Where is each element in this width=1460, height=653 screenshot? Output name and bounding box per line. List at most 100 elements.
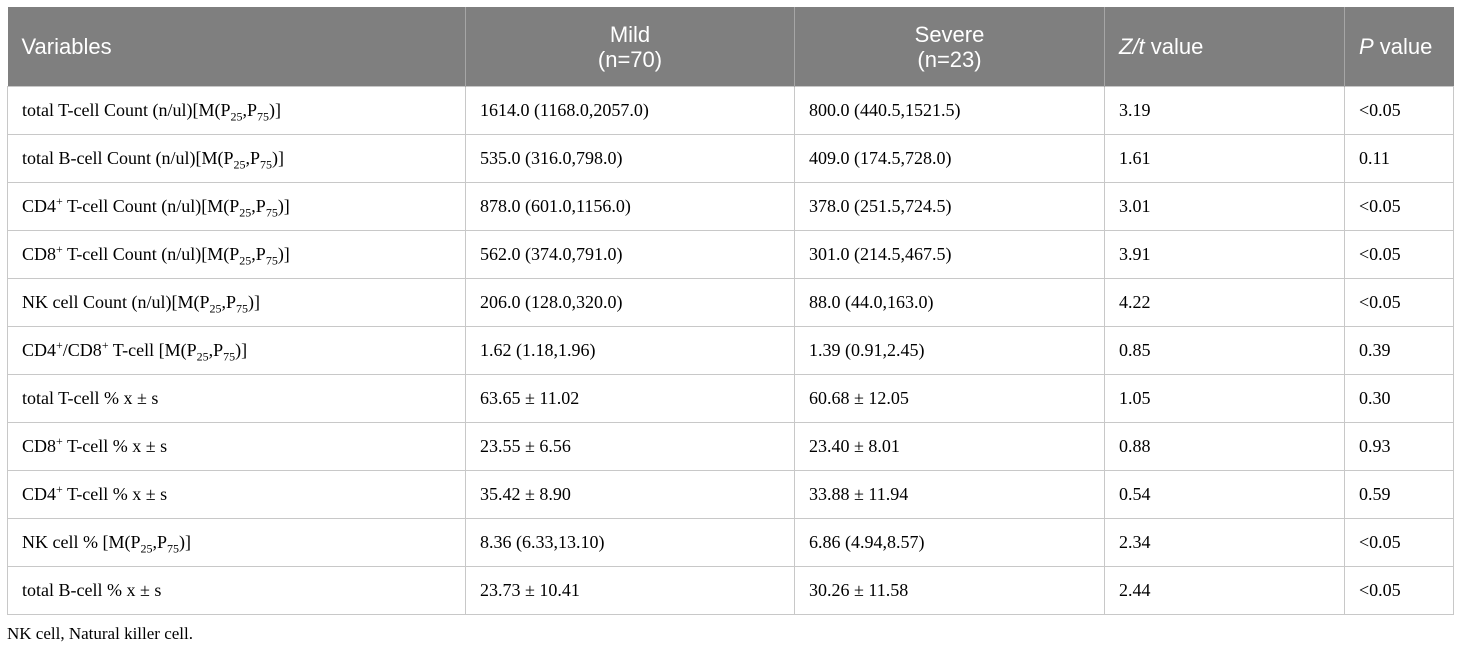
lymphocyte-comparison-table: Variables Mild (n=70) Severe (n=23) Z/t … [7,7,1454,615]
table-row: NK cell Count (n/ul)[M(P25,P75)] 206.0 (1… [7,278,1454,327]
cell-p-value: 0.39 [1344,326,1454,375]
cell-z-value: 0.54 [1104,470,1345,519]
label-subscript: 75 [260,157,272,172]
cell-severe: 30.26 ± 11.58 [794,566,1105,615]
cell-variable: CD4+ T-cell % x ± s [7,470,466,519]
cell-z-value: 2.34 [1104,518,1345,567]
label-subscript: 75 [223,349,236,364]
label-text: ,P [251,244,266,264]
cell-variable: total B-cell % x ± s [7,566,466,615]
cell-variable: CD4+/CD8+ T-cell [M(P25,P75)] [7,326,466,375]
header-severe-n: (n=23) [917,46,982,72]
label-subscript: 25 [239,253,252,268]
label-superscript: + [56,242,63,256]
cell-variable: total T-cell Count (n/ul)[M(P25,P75)] [7,86,466,135]
header-z-italic: Z/t [1119,34,1145,59]
cell-z-value: 0.88 [1104,422,1345,471]
cell-p-value: 0.59 [1344,470,1454,519]
table-row: CD8+ T-cell Count (n/ul)[M(P25,P75)] 562.… [7,230,1454,279]
cell-p-value: <0.05 [1344,230,1454,279]
header-p-italic: P [1359,34,1374,59]
label-text: T-cell % x ± s [62,484,168,504]
label-text: ,P [251,196,266,216]
cell-mild: 562.0 (374.0,791.0) [465,230,795,279]
label-text: )] [272,148,284,168]
label-text: ,P [152,532,167,552]
cell-mild: 63.65 ± 11.02 [465,374,795,423]
cell-severe: 33.88 ± 11.94 [794,470,1105,519]
cell-p-value: <0.05 [1344,566,1454,615]
label-subscript: 75 [265,253,278,268]
label-text: total T-cell Count (n/ul)[M(P [22,100,231,120]
cell-p-value: <0.05 [1344,518,1454,567]
table-row: total T-cell % x ± s 63.65 ± 11.02 60.68 ±… [7,374,1454,423]
header-z-value: Z/t value [1104,7,1345,87]
cell-mild: 206.0 (128.0,320.0) [465,278,795,327]
label-subscript: 25 [239,205,252,220]
label-superscript: + [56,338,63,352]
label-superscript: + [56,194,63,208]
table-footnote: NK cell, Natural killer cell. [7,624,193,643]
cell-z-value: 1.61 [1104,134,1345,183]
label-text: total B-cell % x ± s [22,580,162,600]
cell-severe: 378.0 (251.5,724.5) [794,182,1105,231]
label-text: ,P [221,292,236,312]
cell-p-value: <0.05 [1344,86,1454,135]
cell-z-value: 1.05 [1104,374,1345,423]
cell-variable: total T-cell % x ± s [7,374,466,423]
header-mild-name: Mild [609,21,651,47]
label-superscript: + [101,338,109,352]
label-text: )] [277,244,290,264]
cell-mild: 8.36 (6.33,13.10) [465,518,795,567]
cell-z-value: 0.85 [1104,326,1345,375]
cell-variable: CD8+ T-cell % x ± s [7,422,466,471]
cell-variable: NK cell % [M(P25,P75)] [7,518,466,567]
label-superscript: + [56,434,63,448]
header-p-value: P value [1344,7,1454,87]
cell-severe: 409.0 (174.5,728.0) [794,134,1105,183]
cell-severe: 6.86 (4.94,8.57) [794,518,1105,567]
label-text: CD4 [22,340,57,360]
cell-p-value: <0.05 [1344,182,1454,231]
label-text: T-cell [M(P [108,340,197,360]
label-subscript: 25 [230,109,243,124]
label-subscript: 75 [257,109,270,124]
label-subscript: 75 [265,205,278,220]
label-subscript: 75 [236,301,248,316]
cell-severe: 1.39 (0.91,2.45) [794,326,1105,375]
label-subscript: 75 [167,541,179,556]
cell-severe: 88.0 (44.0,163.0) [794,278,1105,327]
label-superscript: + [56,482,63,496]
label-text: CD8 [22,244,57,264]
label-subscript: 25 [209,301,222,316]
cell-z-value: 4.22 [1104,278,1345,327]
label-text: )] [277,196,290,216]
table-row: total T-cell Count (n/ul)[M(P25,P75)] 161… [7,86,1454,135]
cell-severe: 800.0 (440.5,1521.5) [794,86,1105,135]
header-severe: Severe (n=23) [794,7,1105,87]
label-text: NK cell Count (n/ul)[M(P [22,292,210,312]
label-text: CD4 [22,484,57,504]
label-subscript: 25 [233,157,246,172]
table-body: total T-cell Count (n/ul)[M(P25,P75)] 161… [7,86,1454,615]
table-row: NK cell % [M(P25,P75)] 8.36 (6.33,13.10) 6… [7,518,1454,567]
cell-z-value: 3.91 [1104,230,1345,279]
label-text: NK cell % [M(P [22,532,141,552]
table-row: CD4+/CD8+ T-cell [M(P25,P75)] 1.62 (1.18,… [7,326,1454,375]
table-row: total B-cell Count (n/ul)[M(P25,P75)] 535… [7,134,1454,183]
cell-p-value: 0.11 [1344,134,1454,183]
cell-severe: 60.68 ± 12.05 [794,374,1105,423]
header-variables: Variables [7,7,466,87]
cell-mild: 23.55 ± 6.56 [465,422,795,471]
data-table-container: Variables Mild (n=70) Severe (n=23) Z/t … [7,7,1454,615]
cell-p-value: 0.30 [1344,374,1454,423]
cell-variable: CD4+ T-cell Count (n/ul)[M(P25,P75)] [7,182,466,231]
label-text: T-cell Count (n/ul)[M(P [62,244,240,264]
cell-variable: NK cell Count (n/ul)[M(P25,P75)] [7,278,466,327]
cell-severe: 23.40 ± 8.01 [794,422,1105,471]
header-mild: Mild (n=70) [465,7,795,87]
cell-mild: 1614.0 (1168.0,2057.0) [465,86,795,135]
table-row: CD4+ T-cell % x ± s 35.42 ± 8.90 33.88 ± 1… [7,470,1454,519]
label-text: total T-cell % x ± s [22,388,159,408]
label-text: T-cell % x ± s [62,436,168,456]
